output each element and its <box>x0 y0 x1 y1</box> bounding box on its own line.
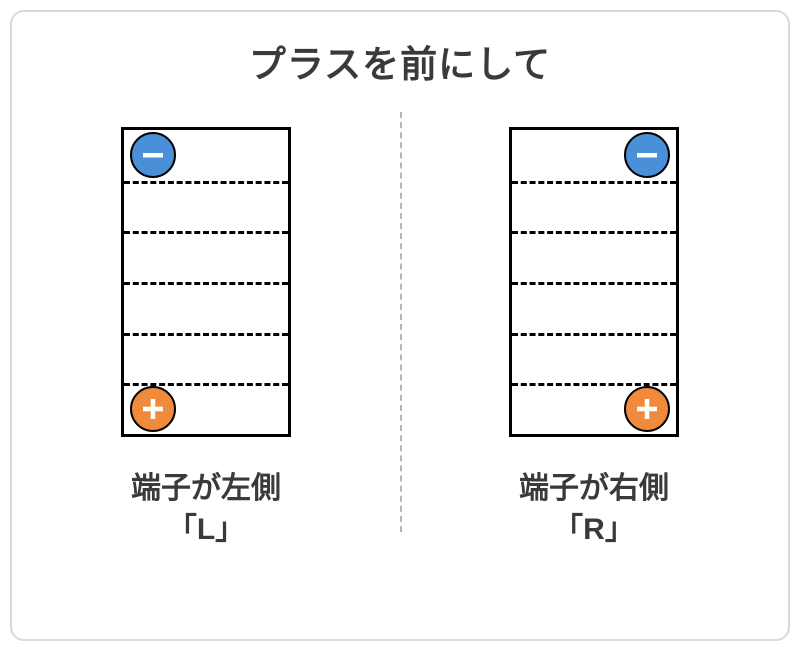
cell-divider <box>512 181 676 184</box>
battery-left <box>121 127 291 437</box>
page-title: プラスを前にして <box>12 34 788 88</box>
caption-right: 端子が右側 「R」 <box>519 469 669 550</box>
plus-terminal-icon <box>624 386 670 432</box>
caption-line1: 端子が左側 <box>131 472 281 505</box>
cell-divider <box>124 333 288 336</box>
plus-terminal-icon <box>130 386 176 432</box>
cell-divider <box>512 231 676 234</box>
caption-line2: 「L」 <box>167 513 245 546</box>
minus-terminal-icon <box>130 132 176 178</box>
minus-terminal-icon <box>624 132 670 178</box>
caption-line2: 「R」 <box>553 513 635 546</box>
cell-divider <box>124 181 288 184</box>
panel-right: 端子が右側 「R」 <box>400 127 788 550</box>
battery-right <box>509 127 679 437</box>
cell-divider <box>512 282 676 285</box>
diagram-frame: プラスを前にして 端子が左側 「L」 <box>10 10 790 641</box>
panel-left: 端子が左側 「L」 <box>12 127 400 550</box>
cell-divider <box>124 231 288 234</box>
cell-divider <box>124 282 288 285</box>
cell-divider <box>512 333 676 336</box>
caption-line1: 端子が右側 <box>519 472 669 505</box>
caption-left: 端子が左側 「L」 <box>131 469 281 550</box>
